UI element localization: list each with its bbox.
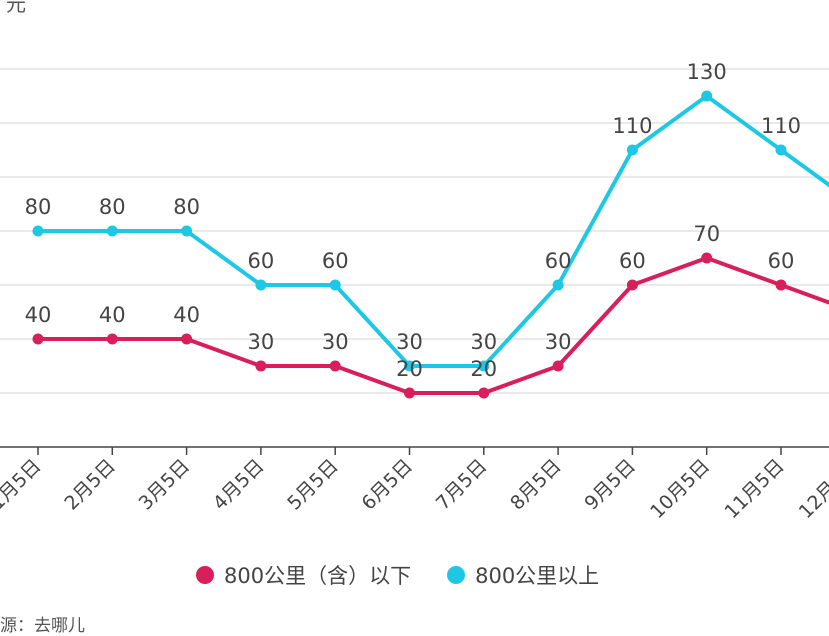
x-tick-label: 3月5日 xyxy=(135,455,195,515)
x-tick-label: 12月5日 xyxy=(795,455,829,523)
data-point xyxy=(33,334,44,345)
data-label: 20 xyxy=(396,357,423,381)
legend-item-series-1[interactable]: 800公里以上 xyxy=(447,560,599,590)
data-point xyxy=(107,334,118,345)
data-point xyxy=(107,226,118,237)
data-label: 80 xyxy=(25,195,52,219)
data-label: 20 xyxy=(470,357,497,381)
data-point xyxy=(181,334,192,345)
data-label: 80 xyxy=(173,195,200,219)
data-label: 60 xyxy=(248,249,275,273)
data-point xyxy=(553,361,564,372)
data-point xyxy=(701,253,712,264)
data-label: 110 xyxy=(761,114,801,138)
data-labels: 4040403030202030607060508080806060303060… xyxy=(25,60,829,381)
legend-item-series-0[interactable]: 800公里（含）以下 xyxy=(196,560,411,590)
data-label: 30 xyxy=(545,330,572,354)
data-point xyxy=(627,145,638,156)
x-tick-label: 1月5日 xyxy=(0,455,46,515)
data-label: 40 xyxy=(25,303,52,327)
x-tick-label: 5月5日 xyxy=(283,455,343,515)
data-label: 70 xyxy=(693,222,720,246)
data-point xyxy=(627,280,638,291)
data-point xyxy=(330,361,341,372)
data-label: 40 xyxy=(173,303,200,327)
data-label: 60 xyxy=(619,249,646,273)
x-tick-label: 9月5日 xyxy=(580,455,640,515)
series-line xyxy=(38,258,829,393)
data-point xyxy=(330,280,341,291)
x-tick-label: 10月5日 xyxy=(646,455,714,523)
data-label: 60 xyxy=(545,249,572,273)
data-point xyxy=(776,280,787,291)
data-label: 130 xyxy=(687,60,727,84)
data-point xyxy=(478,388,489,399)
data-point xyxy=(255,280,266,291)
x-tick-label: 11月5日 xyxy=(720,455,788,523)
source-note: 源：去哪儿 xyxy=(0,611,85,636)
data-label: 60 xyxy=(768,249,795,273)
data-label: 60 xyxy=(322,249,349,273)
data-label: 80 xyxy=(99,195,126,219)
legend-marker-series-1 xyxy=(447,566,465,584)
data-point xyxy=(776,145,787,156)
data-point xyxy=(404,388,415,399)
data-label: 30 xyxy=(396,330,423,354)
data-point xyxy=(701,91,712,102)
data-point xyxy=(33,226,44,237)
chart-legend: 800公里（含）以下 800公里以上 xyxy=(196,560,635,590)
data-point xyxy=(255,361,266,372)
data-label: 30 xyxy=(322,330,349,354)
legend-marker-series-0 xyxy=(196,566,214,584)
x-tick-label: 6月5日 xyxy=(358,455,418,515)
data-label: 40 xyxy=(99,303,126,327)
legend-label-series-1: 800公里以上 xyxy=(475,560,599,590)
x-tick-label: 8月5日 xyxy=(506,455,566,515)
data-point xyxy=(553,280,564,291)
x-tick-label: 4月5日 xyxy=(209,455,269,515)
legend-label-series-0: 800公里（含）以下 xyxy=(224,560,411,590)
data-label: 110 xyxy=(612,114,652,138)
data-label: 30 xyxy=(470,330,497,354)
x-tick-label: 2月5日 xyxy=(60,455,120,515)
x-tick-label: 7月5日 xyxy=(432,455,492,515)
data-point xyxy=(181,226,192,237)
data-label: 30 xyxy=(248,330,275,354)
